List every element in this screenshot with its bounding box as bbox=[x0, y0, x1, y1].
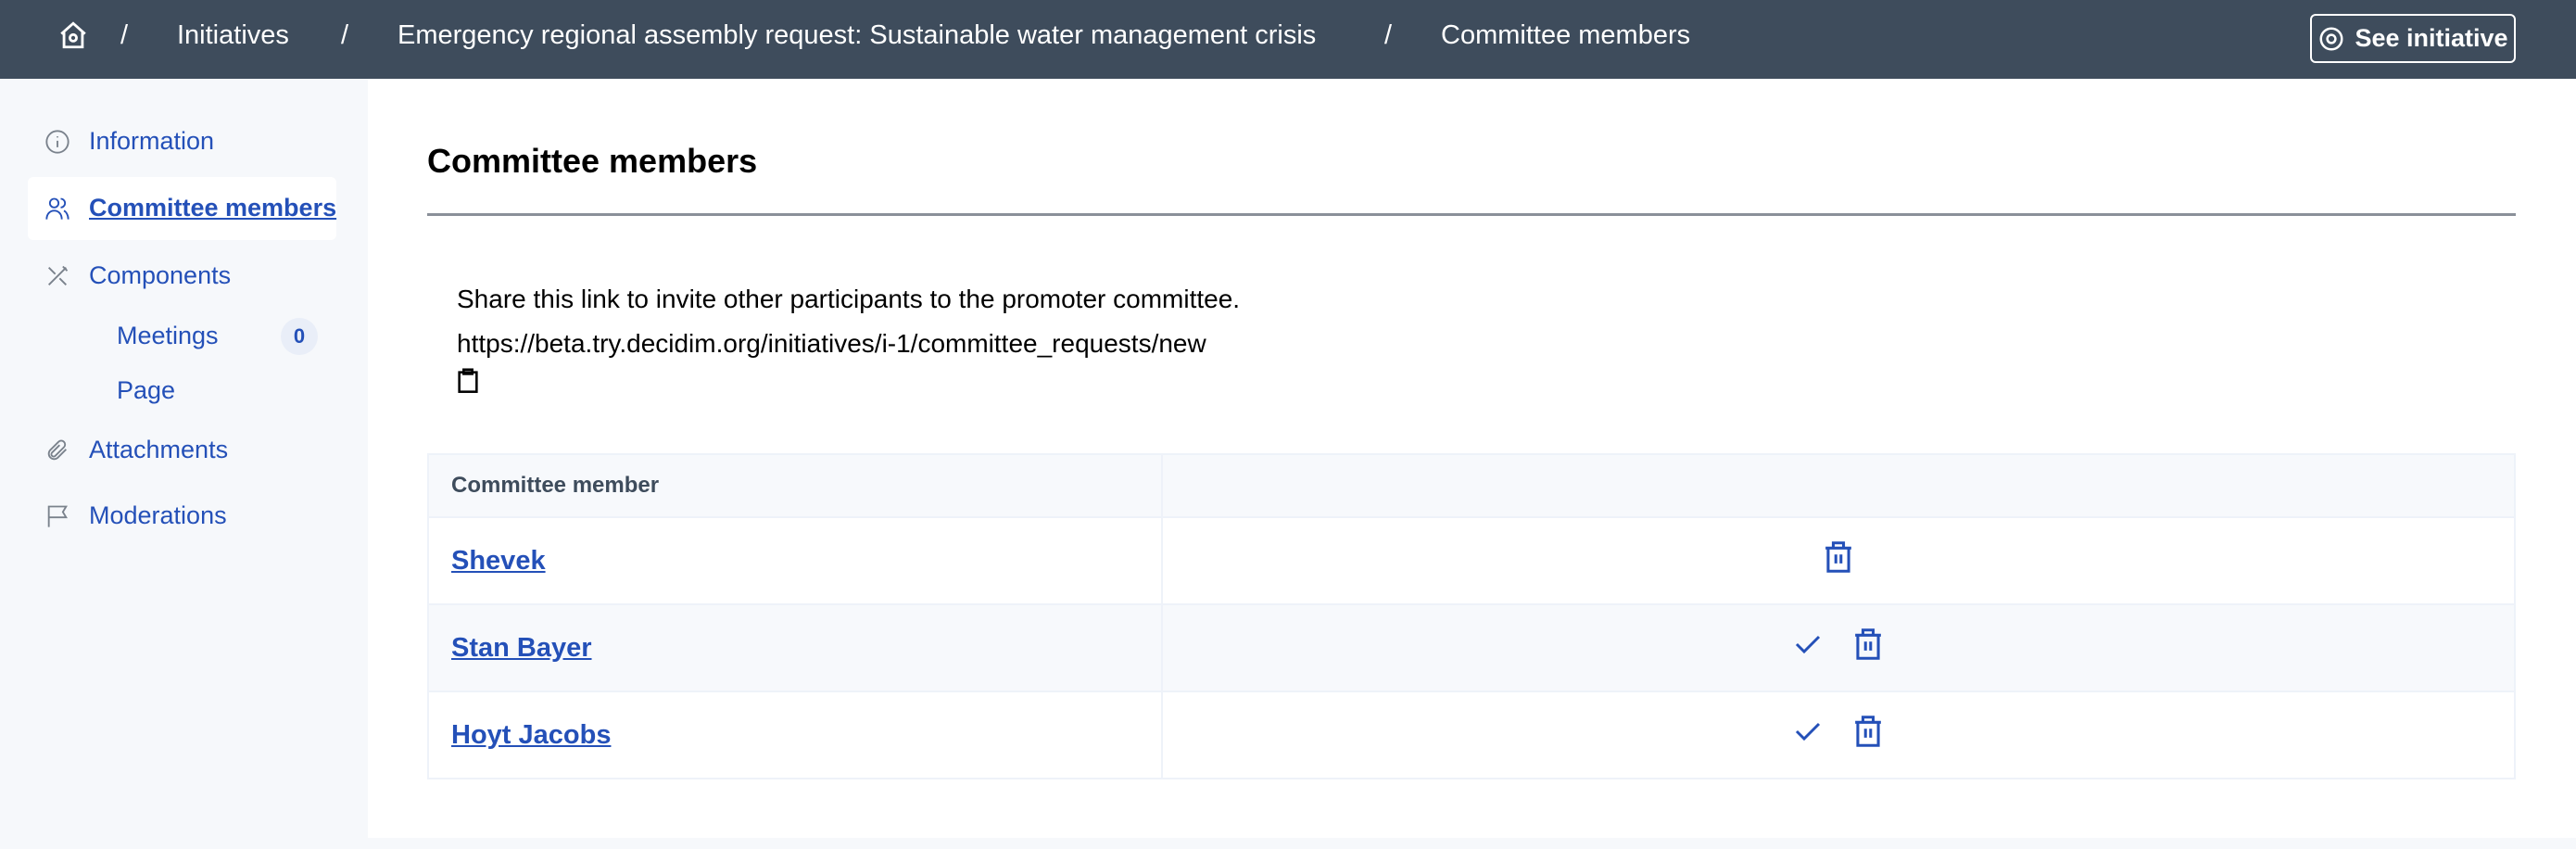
active-highlight bbox=[28, 177, 336, 240]
member-link[interactable]: Stan Bayer bbox=[451, 632, 592, 663]
top-bar: / Initiatives / Emergency regional assem… bbox=[0, 0, 2576, 79]
column-header-actions bbox=[1161, 453, 2516, 518]
sidebar: Information Committee members Components… bbox=[0, 79, 368, 849]
table-row: Shevek bbox=[427, 516, 2516, 605]
tools-icon bbox=[48, 265, 69, 285]
breadcrumb-current: Committee members bbox=[1441, 20, 1691, 50]
sidebar-item-information[interactable]: Information bbox=[44, 127, 214, 156]
column-header-member: Committee member bbox=[427, 453, 1163, 518]
share-url: https://beta.try.decidim.org/initiatives… bbox=[457, 329, 1206, 358]
breadcrumb-separator: / bbox=[120, 20, 129, 50]
table-row: Stan Bayer bbox=[427, 603, 2516, 692]
sidebar-item-attachments[interactable]: Attachments bbox=[44, 436, 228, 464]
table-row: Hoyt Jacobs bbox=[427, 691, 2516, 779]
sidebar-item-components[interactable]: Components bbox=[44, 261, 231, 290]
eye-icon bbox=[2319, 27, 2343, 50]
trash-icon[interactable] bbox=[1852, 715, 1884, 755]
main-content: Committee members Share this link to inv… bbox=[368, 79, 2576, 838]
trash-icon[interactable] bbox=[1823, 540, 1854, 581]
sidebar-item-committee-members[interactable]: Committee members bbox=[44, 194, 336, 222]
paperclip-icon bbox=[47, 439, 67, 460]
sidebar-subitem-meetings[interactable]: Meetings bbox=[117, 322, 219, 349]
sidebar-item-moderations[interactable]: Moderations bbox=[44, 501, 227, 530]
flag-icon bbox=[47, 505, 68, 527]
see-initiative-button[interactable]: See initiative bbox=[2310, 14, 2516, 63]
committee-table: Committee member Shevek Stan Bayer Hoyt … bbox=[427, 453, 2516, 779]
sidebar-item-label: Committee members bbox=[89, 194, 337, 222]
clipboard-icon[interactable] bbox=[457, 368, 479, 394]
sidebar-subitem-page[interactable]: Page bbox=[117, 376, 176, 404]
member-link[interactable]: Hoyt Jacobs bbox=[451, 719, 612, 750]
member-link[interactable]: Shevek bbox=[451, 545, 546, 576]
sidebar-item-label: Components bbox=[89, 261, 232, 289]
sidebar-item-label: Attachments bbox=[89, 436, 229, 463]
sidebar-item-label: Information bbox=[89, 127, 215, 155]
info-icon bbox=[45, 129, 69, 154]
check-icon[interactable] bbox=[1793, 629, 1823, 666]
breadcrumb-separator: / bbox=[341, 20, 349, 50]
breadcrumb-initiatives[interactable]: Initiatives bbox=[177, 20, 289, 50]
home-icon[interactable] bbox=[57, 19, 89, 52]
breadcrumb-initiative[interactable]: Emergency regional assembly request: Sus… bbox=[398, 20, 1317, 50]
users-icon bbox=[45, 197, 69, 220]
page-title: Committee members bbox=[427, 142, 758, 180]
trash-icon[interactable] bbox=[1852, 627, 1884, 668]
sidebar-item-label: Moderations bbox=[89, 501, 227, 529]
breadcrumb-separator: / bbox=[1384, 20, 1393, 50]
divider bbox=[427, 213, 2516, 216]
check-icon[interactable] bbox=[1793, 716, 1823, 754]
meetings-count-badge: 0 bbox=[281, 318, 318, 355]
share-text: Share this link to invite other particip… bbox=[457, 285, 1241, 313]
see-initiative-label: See initiative bbox=[2355, 24, 2508, 52]
